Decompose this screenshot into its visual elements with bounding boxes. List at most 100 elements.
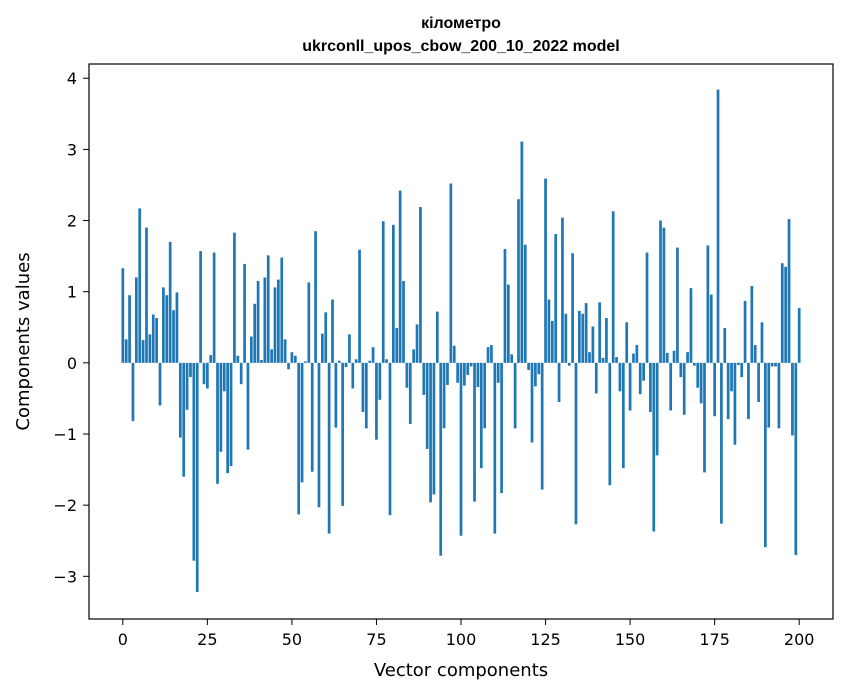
bar-93	[435, 311, 439, 363]
bar-150	[628, 362, 632, 411]
y-tick-label-2: 2	[67, 212, 77, 231]
bar-60	[324, 312, 328, 363]
x-tick-label-200: 200	[784, 630, 815, 649]
bar-120	[527, 362, 530, 370]
bar-134	[574, 362, 578, 525]
bar-187	[753, 345, 757, 363]
bar-164	[676, 247, 679, 363]
bar-27	[212, 252, 216, 363]
bar-195	[780, 263, 784, 363]
bar-129	[557, 362, 561, 402]
bar-77	[381, 221, 385, 363]
bar-15	[172, 310, 175, 363]
bar-53	[300, 362, 304, 483]
bar-42	[263, 277, 267, 363]
bar-103	[469, 362, 473, 367]
bar-138	[588, 352, 591, 363]
bar-157	[652, 362, 656, 532]
bar-182	[736, 362, 740, 365]
bar-46	[277, 279, 280, 363]
bar-90	[425, 362, 429, 449]
bar-198	[791, 362, 794, 436]
bar-174	[709, 294, 713, 363]
bar-180	[730, 362, 733, 392]
bar-47	[280, 257, 284, 363]
bar-159	[659, 220, 662, 363]
bar-14	[168, 241, 172, 363]
bar-140	[594, 362, 598, 394]
bar-199	[794, 362, 798, 555]
bar-20	[189, 362, 192, 378]
bar-142	[601, 357, 605, 363]
bar-145	[611, 211, 615, 363]
bar-171	[699, 362, 703, 404]
bar-122	[534, 362, 537, 387]
bar-70	[358, 249, 361, 363]
bar-119	[523, 244, 527, 363]
bar-85	[408, 362, 412, 425]
bar-16	[175, 292, 179, 363]
bar-200	[797, 308, 801, 363]
bar-65	[341, 362, 344, 506]
bar-185	[747, 362, 750, 420]
bar-106	[479, 362, 483, 469]
bar-39	[253, 303, 257, 363]
bar-13	[165, 295, 169, 363]
bar-76	[378, 362, 382, 400]
bar-108	[486, 347, 490, 363]
bar-34	[236, 355, 240, 363]
bar-78	[385, 359, 388, 363]
bar-161	[665, 352, 669, 363]
bar-149	[625, 322, 629, 363]
bar-181	[733, 362, 737, 445]
bar-50	[290, 352, 294, 363]
bar-172	[703, 362, 706, 473]
chart-title: кілометро	[421, 15, 501, 32]
bar-104	[473, 362, 476, 502]
bar-32	[229, 362, 233, 467]
bar-141	[598, 302, 602, 363]
bar-166	[682, 362, 686, 415]
bar-36	[243, 263, 246, 363]
bar-49	[287, 362, 290, 370]
bar-83	[402, 281, 405, 363]
bar-196	[784, 266, 788, 363]
bar-75	[375, 362, 378, 440]
bar-173	[706, 245, 710, 363]
bar-189	[760, 322, 764, 363]
bar-148	[621, 362, 625, 469]
bar-87	[415, 324, 419, 363]
bar-10	[155, 318, 158, 363]
bar-160	[662, 227, 666, 363]
bar-113	[503, 249, 507, 363]
bar-115	[510, 354, 514, 363]
bar-37	[246, 362, 250, 450]
bar-194	[777, 362, 781, 429]
bar-162	[669, 362, 673, 411]
bar-58	[317, 362, 321, 508]
bar-94	[439, 362, 443, 556]
bar-105	[476, 362, 480, 388]
bar-153	[638, 362, 642, 395]
bar-136	[581, 313, 585, 363]
bar-9	[151, 314, 155, 363]
bar-132	[567, 362, 571, 366]
bar-156	[649, 362, 652, 412]
x-tick-label-100: 100	[446, 630, 477, 649]
bar-155	[645, 252, 649, 363]
bar-8	[148, 334, 152, 363]
bar-33	[233, 232, 236, 363]
y-tick-label-4: 4	[67, 69, 77, 88]
bar-18	[182, 362, 186, 477]
bar-146	[615, 357, 618, 363]
bar-109	[490, 345, 493, 363]
bar-19	[185, 362, 189, 410]
bar-62	[331, 299, 334, 363]
bar-98	[452, 345, 456, 363]
bar-128	[554, 234, 558, 363]
y-tick-label-3: 3	[67, 140, 77, 159]
bar-80	[392, 224, 395, 363]
bar-30	[222, 362, 226, 392]
bar-12	[162, 287, 165, 363]
bar-186	[750, 286, 754, 363]
